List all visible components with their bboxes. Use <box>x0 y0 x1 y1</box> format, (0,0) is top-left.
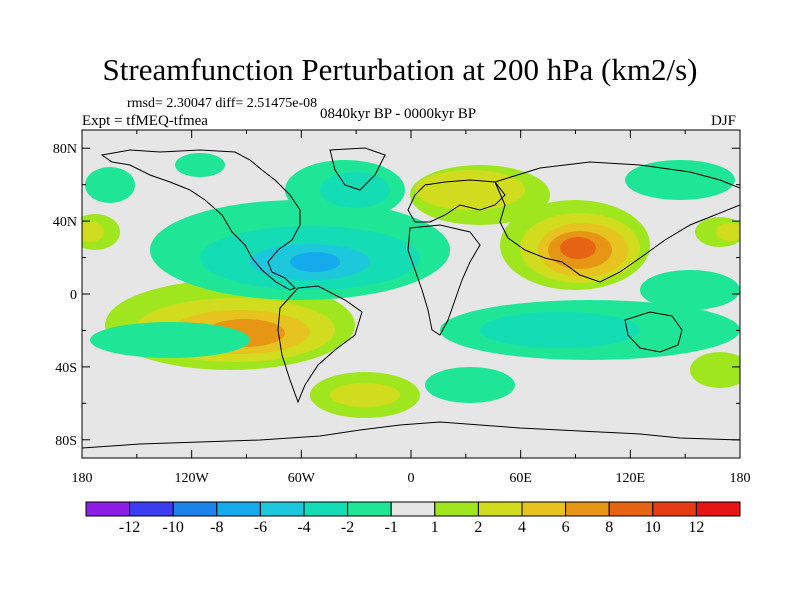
lat-tick-label: 0 <box>70 288 77 303</box>
lon-tick-label: 120E <box>616 471 646 486</box>
stats-label: rmsd= 2.30047 diff= 2.51475e-08 <box>127 96 318 111</box>
colorbar-label: -6 <box>254 519 267 536</box>
axis-ticks <box>81 130 741 458</box>
colorbar-labels: -12 -10 -8 -6 -4 -2 -1 1 2 4 6 8 10 12 <box>119 519 704 536</box>
lon-tick-label: 180 <box>72 471 93 486</box>
lon-tick-label: 120W <box>175 471 210 486</box>
colorbar-label: 8 <box>605 519 613 536</box>
colorbar-label: -10 <box>163 519 184 536</box>
colorbar-label: 12 <box>688 519 704 536</box>
contour-fill-layer <box>82 153 740 418</box>
colorbar-swatch <box>303 501 349 517</box>
colorbar-label: 6 <box>562 519 570 536</box>
colorbar-swatch <box>695 501 741 517</box>
plot-title: Streamfunction Perturbation at 200 hPa (… <box>102 52 698 87</box>
colorbar-label: 4 <box>518 519 526 536</box>
colorbar-swatch <box>216 501 261 517</box>
lat-tick-label: 40N <box>53 215 77 230</box>
colorbar-swatch <box>390 501 436 517</box>
colorbar-swatch <box>477 501 523 517</box>
colorbar-label: -4 <box>297 519 310 536</box>
colorbar-label: -8 <box>210 519 223 536</box>
colorbar-swatch <box>129 501 174 517</box>
colorbar-swatch <box>434 501 479 517</box>
colorbar-swatch <box>521 501 567 517</box>
lon-tick-label: 0 <box>408 471 415 486</box>
colorbar-swatch <box>347 501 392 517</box>
colorbar-swatch <box>652 501 697 517</box>
lon-tick-label: 60E <box>509 471 532 486</box>
lon-tick-label: 180 <box>730 471 751 486</box>
colorbar-label: -1 <box>385 519 398 536</box>
colorbar-label: 2 <box>474 519 482 536</box>
colorbar-label: -12 <box>119 519 140 536</box>
colorbar-label: 1 <box>431 519 439 536</box>
colorbar-swatch <box>565 501 610 517</box>
colorbar-swatch <box>259 501 305 517</box>
experiment-label: Expt = tfMEQ-tfmea <box>82 113 208 129</box>
colorbar-label: 10 <box>645 519 661 536</box>
colorbar-swatch <box>608 501 654 517</box>
coastlines-layer <box>82 147 740 449</box>
lon-tick-label: 60W <box>288 471 316 486</box>
season-label: DJF <box>711 113 737 129</box>
colorbar-swatch <box>85 501 131 517</box>
lat-tick-label: 80S <box>55 434 77 449</box>
colorbar-swatch <box>172 501 218 517</box>
axis-tick-labels: 80N 40N 0 40S 80S 180 120W 60W 0 60E 120E 180 <box>53 142 751 486</box>
lat-tick-label: 80N <box>53 142 77 157</box>
colorbar-label: -2 <box>341 519 354 536</box>
lat-tick-label: 40S <box>55 361 77 376</box>
colorbar <box>85 501 741 517</box>
period-label: 0840kyr BP - 0000kyr BP <box>320 106 477 122</box>
